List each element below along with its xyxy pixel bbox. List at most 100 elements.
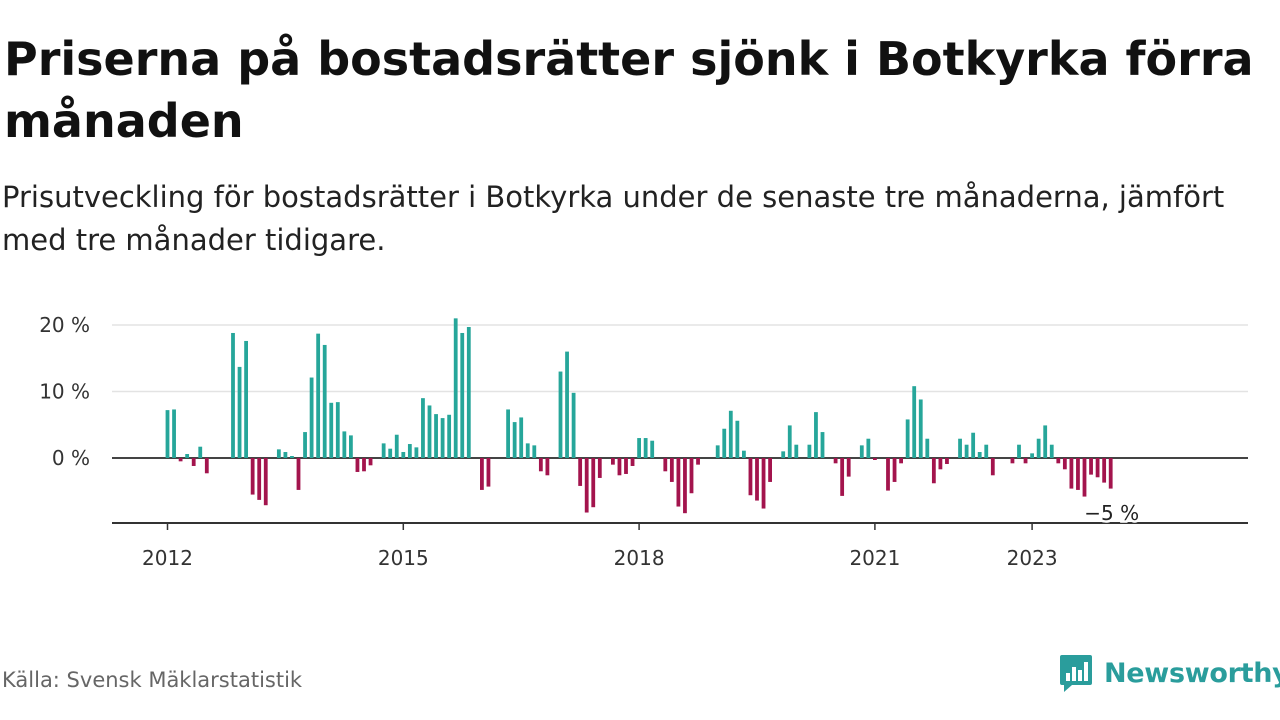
bar-negative	[368, 458, 373, 466]
bar-negative	[578, 458, 583, 486]
bar-positive	[427, 405, 432, 458]
bar-negative	[611, 458, 615, 465]
x-tick-label: 2023	[1007, 546, 1058, 570]
x-tick-label: 2021	[849, 546, 900, 570]
bar-positive	[918, 399, 923, 458]
bar-positive	[1036, 438, 1041, 458]
bar-positive	[958, 438, 962, 458]
bar-positive	[244, 340, 248, 458]
bar-positive	[512, 422, 517, 458]
bar-positive	[165, 410, 170, 458]
bar-negative	[1082, 458, 1087, 497]
bar-negative	[584, 458, 589, 513]
bar-negative	[545, 458, 550, 476]
bar-series	[165, 318, 1113, 514]
bar-positive	[925, 438, 930, 458]
bar-positive	[303, 432, 307, 458]
x-tick-label: 2015	[378, 546, 429, 570]
x-tick-label: 2018	[614, 546, 665, 570]
bar-positive	[571, 392, 576, 458]
bar-negative	[990, 458, 995, 476]
bar-positive	[742, 450, 746, 458]
bar-negative	[1076, 458, 1080, 490]
bar-negative	[1056, 458, 1061, 464]
bar-negative	[873, 458, 877, 460]
bar-positive	[866, 438, 871, 458]
bar-negative	[755, 458, 759, 501]
bar-positive	[309, 377, 314, 458]
bar-negative	[486, 458, 491, 487]
bar-positive	[283, 452, 288, 458]
bar-negative	[748, 458, 753, 496]
gridlines	[112, 324, 1248, 459]
chart-title: Priserna på bostadsrätter sjönk i Botkyr…	[4, 32, 1254, 148]
bar-positive	[650, 440, 655, 458]
latest-value-label: −5 %	[1084, 501, 1139, 525]
bar-positive	[964, 444, 969, 458]
bar-positive	[506, 409, 510, 458]
bar-positive	[722, 428, 727, 458]
bar-positive	[794, 444, 799, 458]
y-tick-label: 0 %	[52, 446, 90, 470]
bar-negative	[676, 458, 681, 507]
bar-positive	[715, 445, 720, 458]
bar-positive	[1017, 444, 1021, 458]
bar-positive	[905, 419, 910, 458]
bar-positive	[276, 449, 281, 458]
bar-negative	[1095, 458, 1100, 478]
bar-positive	[185, 454, 190, 458]
bar-positive	[637, 438, 641, 458]
bar-positive	[237, 366, 242, 458]
bar-negative	[892, 458, 897, 482]
newsworthy-wordmark: Newsworthy	[1104, 657, 1280, 689]
bar-positive	[912, 386, 917, 458]
bar-positive	[814, 412, 818, 458]
bar-positive	[388, 448, 393, 458]
bar-positive	[787, 425, 792, 458]
bar-positive	[349, 435, 353, 458]
chart-subtitle: Prisutveckling för bostadsrätter i Botky…	[2, 180, 1225, 257]
bar-positive	[781, 451, 786, 458]
bar-positive	[453, 318, 458, 458]
bar-negative	[1062, 458, 1067, 470]
bar-negative	[1069, 458, 1074, 489]
bar-negative	[178, 458, 183, 462]
bar-negative	[1023, 458, 1028, 464]
bar-chart: 0 % 10 % 20 % 2012 2015 2018 2021 2023 −5 %	[39, 313, 1248, 570]
bar-negative	[886, 458, 890, 491]
bar-negative	[696, 458, 700, 465]
bar-negative	[191, 458, 196, 466]
bar-negative	[617, 458, 622, 476]
bar-positive	[460, 332, 465, 458]
bar-negative	[761, 458, 766, 509]
bar-negative	[480, 458, 484, 490]
bar-positive	[401, 452, 406, 458]
bar-negative	[663, 458, 668, 472]
bar-positive	[172, 409, 176, 458]
bar-negative	[1102, 458, 1107, 483]
bar-negative	[597, 458, 602, 478]
bar-negative	[204, 458, 209, 474]
bar-positive	[807, 444, 812, 458]
bar-negative	[768, 458, 772, 482]
bar-positive	[342, 431, 347, 458]
bar-positive	[198, 446, 203, 458]
bar-positive	[447, 414, 452, 458]
bar-negative	[1089, 458, 1093, 475]
bar-negative	[931, 458, 936, 484]
bar-negative	[846, 458, 851, 477]
newsworthy-logo[interactable]: Newsworthy	[1058, 652, 1280, 694]
bar-positive	[381, 443, 386, 458]
bar-negative	[683, 458, 687, 514]
bar-negative	[1108, 458, 1113, 489]
bar-negative	[840, 458, 845, 496]
y-tick-label: 10 %	[39, 380, 90, 404]
bar-positive	[643, 438, 648, 458]
bar-negative	[899, 458, 903, 464]
bar-negative	[355, 458, 360, 472]
bar-negative	[1010, 458, 1015, 464]
bar-positive	[859, 445, 864, 458]
bar-negative	[257, 458, 262, 500]
bar-negative	[630, 458, 635, 466]
bar-positive	[977, 452, 982, 458]
